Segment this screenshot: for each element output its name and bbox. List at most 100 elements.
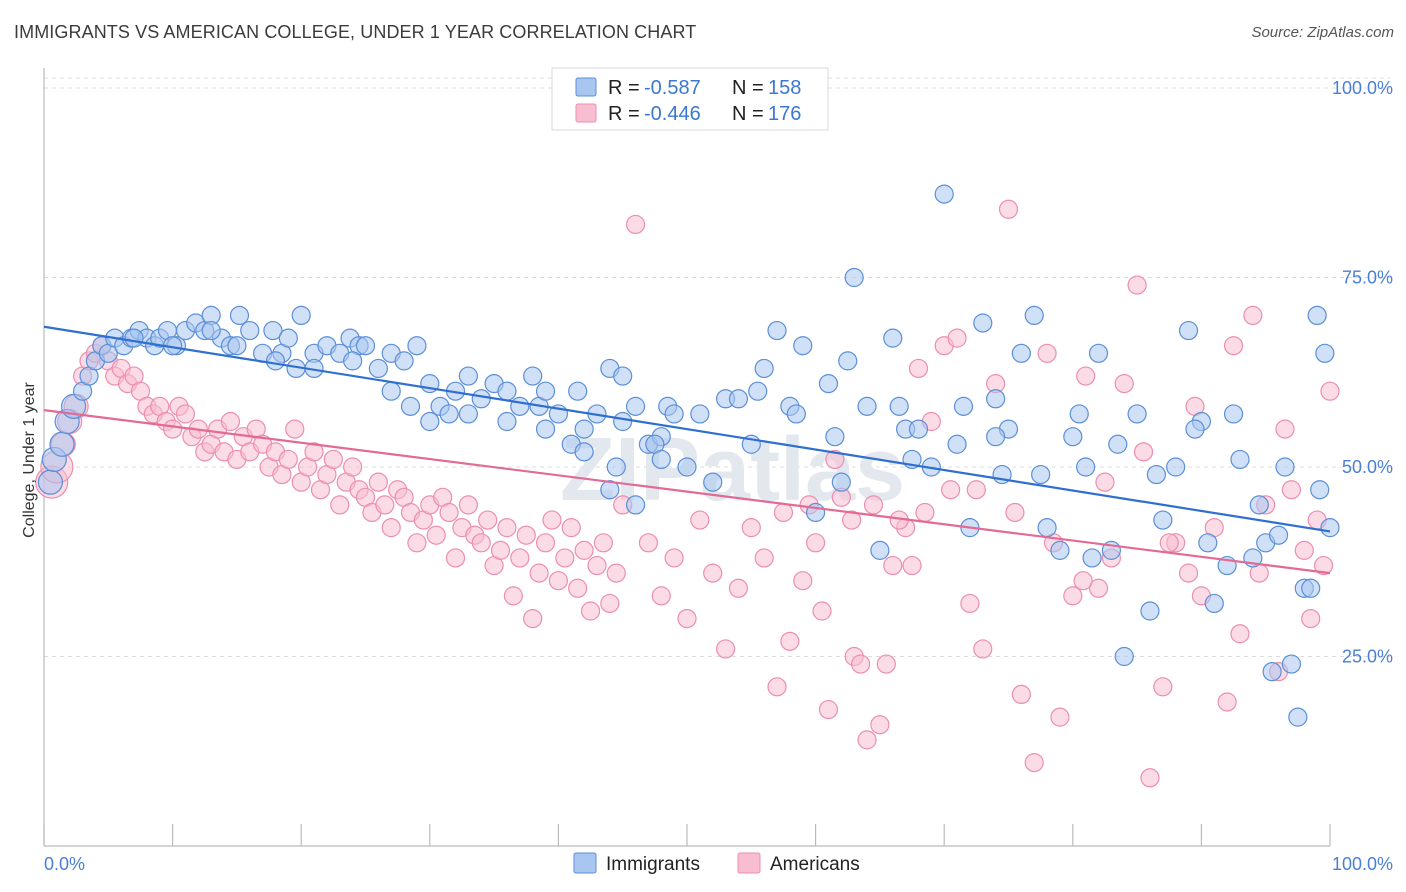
immigrants-point xyxy=(400,396,421,416)
immigrants-point xyxy=(613,411,633,432)
americans-point xyxy=(580,601,601,621)
immigrants-point xyxy=(291,305,311,325)
immigrants-point xyxy=(1204,593,1224,614)
immigrants-point xyxy=(1288,707,1308,727)
immigrants-point xyxy=(343,351,363,371)
bottom-legend-swatch-americans xyxy=(737,852,761,874)
americans-point xyxy=(1294,540,1314,560)
immigrants-point xyxy=(37,469,64,495)
americans-point xyxy=(568,578,588,598)
americans-point xyxy=(1050,707,1070,727)
americans-point xyxy=(973,639,993,659)
immigrants-point xyxy=(1031,464,1051,485)
immigrants-point xyxy=(1063,427,1083,447)
immigrants-point xyxy=(748,381,768,401)
source-credit: Source: ZipAtlas.com xyxy=(1251,24,1394,41)
americans-point xyxy=(555,548,575,568)
americans-point xyxy=(1320,381,1340,401)
immigrants-point xyxy=(986,389,1006,409)
y-tick-label: 100.0% xyxy=(1332,78,1393,98)
americans-point xyxy=(690,510,710,530)
americans-point xyxy=(842,510,862,530)
americans-point xyxy=(851,654,871,674)
americans-point xyxy=(818,699,839,720)
y-tick-label: 50.0% xyxy=(1342,457,1393,477)
y-tick-label: 75.0% xyxy=(1342,268,1393,288)
immigrants-point xyxy=(625,396,646,416)
americans-point xyxy=(523,608,543,629)
americans-point xyxy=(1313,555,1334,576)
immigrants-point xyxy=(355,336,376,356)
immigrants-point xyxy=(535,419,556,439)
americans-point xyxy=(1037,343,1057,363)
immigrants-point xyxy=(953,396,974,416)
bottom-legend: Immigrants Americans xyxy=(573,852,860,875)
immigrants-point xyxy=(947,434,967,454)
americans-point xyxy=(998,199,1019,219)
x-tick-label: 100.0% xyxy=(1332,854,1393,874)
americans-point xyxy=(793,571,813,591)
americans-point xyxy=(368,472,388,492)
immigrants-point xyxy=(767,320,787,341)
immigrants-point xyxy=(690,404,710,424)
immigrants-point xyxy=(1166,457,1186,477)
immigrants-point xyxy=(568,381,588,401)
americans-point xyxy=(593,533,614,553)
americans-point xyxy=(915,502,935,523)
immigrants-point xyxy=(1315,343,1335,363)
immigrants-point xyxy=(407,336,427,356)
immigrants-point xyxy=(1140,601,1160,621)
immigrants-point xyxy=(265,351,286,371)
americans-point xyxy=(497,518,517,538)
americans-point xyxy=(1024,753,1044,773)
immigrants-point xyxy=(613,366,633,386)
americans-point xyxy=(812,601,832,621)
immigrants-point xyxy=(1320,518,1340,538)
immigrants-point xyxy=(510,396,530,416)
immigrants-point xyxy=(1127,404,1147,424)
americans-point xyxy=(426,525,446,545)
americans-point xyxy=(754,548,774,568)
americans-point xyxy=(941,480,961,500)
americans-point xyxy=(510,548,530,568)
immigrants-point xyxy=(201,320,221,341)
immigrants-point xyxy=(651,449,671,470)
americans-point xyxy=(220,411,241,432)
americans-point xyxy=(343,457,363,477)
immigrants-point xyxy=(124,328,144,348)
immigrants-point xyxy=(600,480,620,500)
americans-point xyxy=(741,518,761,538)
americans-point xyxy=(677,608,697,629)
legend-box xyxy=(551,67,829,131)
americans-point xyxy=(1073,571,1093,591)
americans-point xyxy=(548,571,569,591)
americans-point xyxy=(1114,374,1134,394)
immigrants-point xyxy=(1198,533,1218,553)
immigrants-point xyxy=(728,389,749,409)
americans-point xyxy=(1275,419,1295,439)
immigrants-point xyxy=(1088,343,1109,363)
immigrants-point xyxy=(263,320,283,341)
immigrants-point xyxy=(986,427,1006,447)
immigrants-point xyxy=(1230,449,1250,470)
americans-point xyxy=(175,404,196,424)
americans-point xyxy=(381,518,401,538)
immigrants-point xyxy=(1153,510,1173,530)
americans-point xyxy=(535,533,556,553)
legend-n-value-2: 176 xyxy=(768,103,801,125)
americans-point xyxy=(407,533,427,553)
americans-point xyxy=(330,495,350,515)
immigrants-point xyxy=(844,267,864,288)
legend-r-value-1: -0.587 xyxy=(644,77,701,99)
americans-point xyxy=(857,730,877,750)
immigrants-point xyxy=(1011,343,1031,363)
americans-point xyxy=(606,563,626,583)
americans-point xyxy=(375,495,395,515)
immigrants-point xyxy=(1223,404,1244,424)
immigrants-point xyxy=(883,328,903,348)
immigrants-point xyxy=(497,411,517,432)
americans-point xyxy=(587,555,607,576)
americans-point xyxy=(1076,366,1096,386)
immigrants-point xyxy=(227,336,247,356)
immigrants-point xyxy=(1301,578,1321,598)
